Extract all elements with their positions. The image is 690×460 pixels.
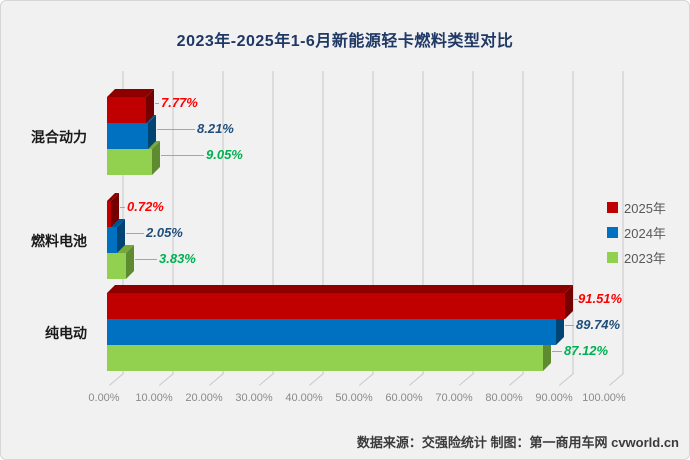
legend-label-2025: 2025年: [624, 201, 666, 216]
gridline: [422, 71, 424, 373]
bar-2023-bev: [107, 345, 543, 371]
value-label-2024-hybrid: 8.21%: [197, 121, 234, 136]
label-leader-line: [161, 155, 204, 156]
value-label-2025-bev: 91.51%: [578, 291, 623, 306]
bar-2024-fuel-cell: [107, 227, 117, 253]
x-axis-tick-label: 100.00%: [582, 392, 626, 404]
x-axis-tick-label: 50.00%: [335, 392, 373, 404]
gridline: [572, 71, 574, 373]
gridline: [622, 71, 624, 373]
legend-item-2025: 2025年: [607, 198, 666, 217]
category-label-hybrid: 混合动力: [31, 129, 87, 145]
gridline: [172, 71, 174, 373]
axis-tick: [309, 372, 325, 386]
bar-2025-hybrid: [107, 97, 146, 123]
gridline: [472, 71, 474, 373]
x-axis-tick-label: 90.00%: [535, 392, 573, 404]
value-label-2024-fuel-cell: 2.05%: [146, 225, 183, 240]
axis-tick: [609, 372, 625, 386]
axis-tick: [109, 372, 125, 386]
axis-tick: [559, 372, 575, 386]
bar-2024-hybrid: [107, 123, 148, 149]
bar-2023-hybrid: [107, 149, 152, 175]
bar-2024-hybrid-side: [148, 115, 156, 149]
category-label-bev: 纯电动: [45, 325, 87, 341]
gridline: [372, 71, 374, 373]
bar-2025-bev-side: [565, 285, 573, 319]
category-label-fuel-cell: 燃料电池: [31, 233, 87, 249]
gridline: [522, 71, 524, 373]
axis-tick: [259, 372, 275, 386]
axis-tick: [359, 372, 375, 386]
legend-swatch-2025: [607, 202, 618, 213]
value-label-2023-hybrid: 9.05%: [206, 147, 243, 162]
bar-2023-fuel-cell: [107, 253, 126, 279]
bar-2025-hybrid-top: [107, 89, 154, 97]
bar-2025-fuel-cell-top: [107, 193, 119, 201]
label-leader-line: [565, 325, 574, 326]
axis-tick: [159, 372, 175, 386]
data-source-note: 数据来源：交强险统计 制图：第一商用车网 cvworld.cn: [356, 435, 679, 450]
value-label-2025-hybrid: 7.77%: [161, 95, 198, 110]
bar-2024-bev: [107, 319, 556, 345]
x-axis-tick-label: 0.00%: [88, 392, 120, 404]
legend-item-2024: 2024年: [607, 223, 666, 242]
bar-2024-fuel-cell-side: [117, 219, 125, 253]
legend-swatch-2024: [607, 227, 618, 238]
legend-label-2024: 2024年: [624, 226, 666, 241]
x-axis-tick-label: 70.00%: [435, 392, 473, 404]
gridline: [322, 71, 324, 373]
bar-2025-bev: [107, 293, 565, 319]
value-label-2024-bev: 89.74%: [576, 317, 621, 332]
bar-2025-hybrid-side: [146, 89, 154, 123]
bar-2023-fuel-cell-side: [126, 245, 134, 279]
bar-2025-bev-top: [107, 285, 573, 293]
label-leader-line: [574, 299, 578, 300]
x-axis-tick-label: 20.00%: [185, 392, 223, 404]
bar-2025-fuel-cell: [107, 201, 111, 227]
bar-2024-fuel-cell-top: [107, 219, 125, 227]
legend-label-2023: 2023年: [624, 251, 666, 266]
x-axis-tick-label: 80.00%: [485, 392, 523, 404]
x-axis-tick-label: 30.00%: [235, 392, 273, 404]
value-label-2023-bev: 87.12%: [564, 343, 609, 358]
x-axis-tick-label: 60.00%: [385, 392, 423, 404]
label-leader-line: [552, 351, 562, 352]
legend-swatch-2023: [607, 252, 618, 263]
gridline: [272, 71, 274, 373]
label-leader-line: [157, 129, 195, 130]
x-axis-tick-label: 10.00%: [135, 392, 173, 404]
bar-2025-fuel-cell-side: [111, 193, 119, 227]
bar-2023-hybrid-side: [152, 141, 160, 175]
legend-item-2023: 2023年: [607, 248, 666, 267]
gridline: [222, 71, 224, 373]
label-leader-line: [135, 259, 157, 260]
axis-tick: [509, 372, 525, 386]
label-leader-line: [120, 207, 125, 208]
value-label-2025-fuel-cell: 0.72%: [127, 199, 164, 214]
axis-tick: [209, 372, 225, 386]
bar-2024-bev-side: [556, 311, 564, 345]
label-leader-line: [126, 233, 144, 234]
label-leader-line: [155, 103, 159, 104]
bar-2023-bev-side: [543, 337, 551, 371]
value-label-2023-fuel-cell: 3.83%: [159, 251, 196, 266]
axis-tick: [459, 372, 475, 386]
x-axis-tick-label: 40.00%: [285, 392, 323, 404]
chart-title: 2023年-2025年1-6月新能源轻卡燃料类型对比: [176, 33, 514, 50]
axis-tick: [409, 372, 425, 386]
